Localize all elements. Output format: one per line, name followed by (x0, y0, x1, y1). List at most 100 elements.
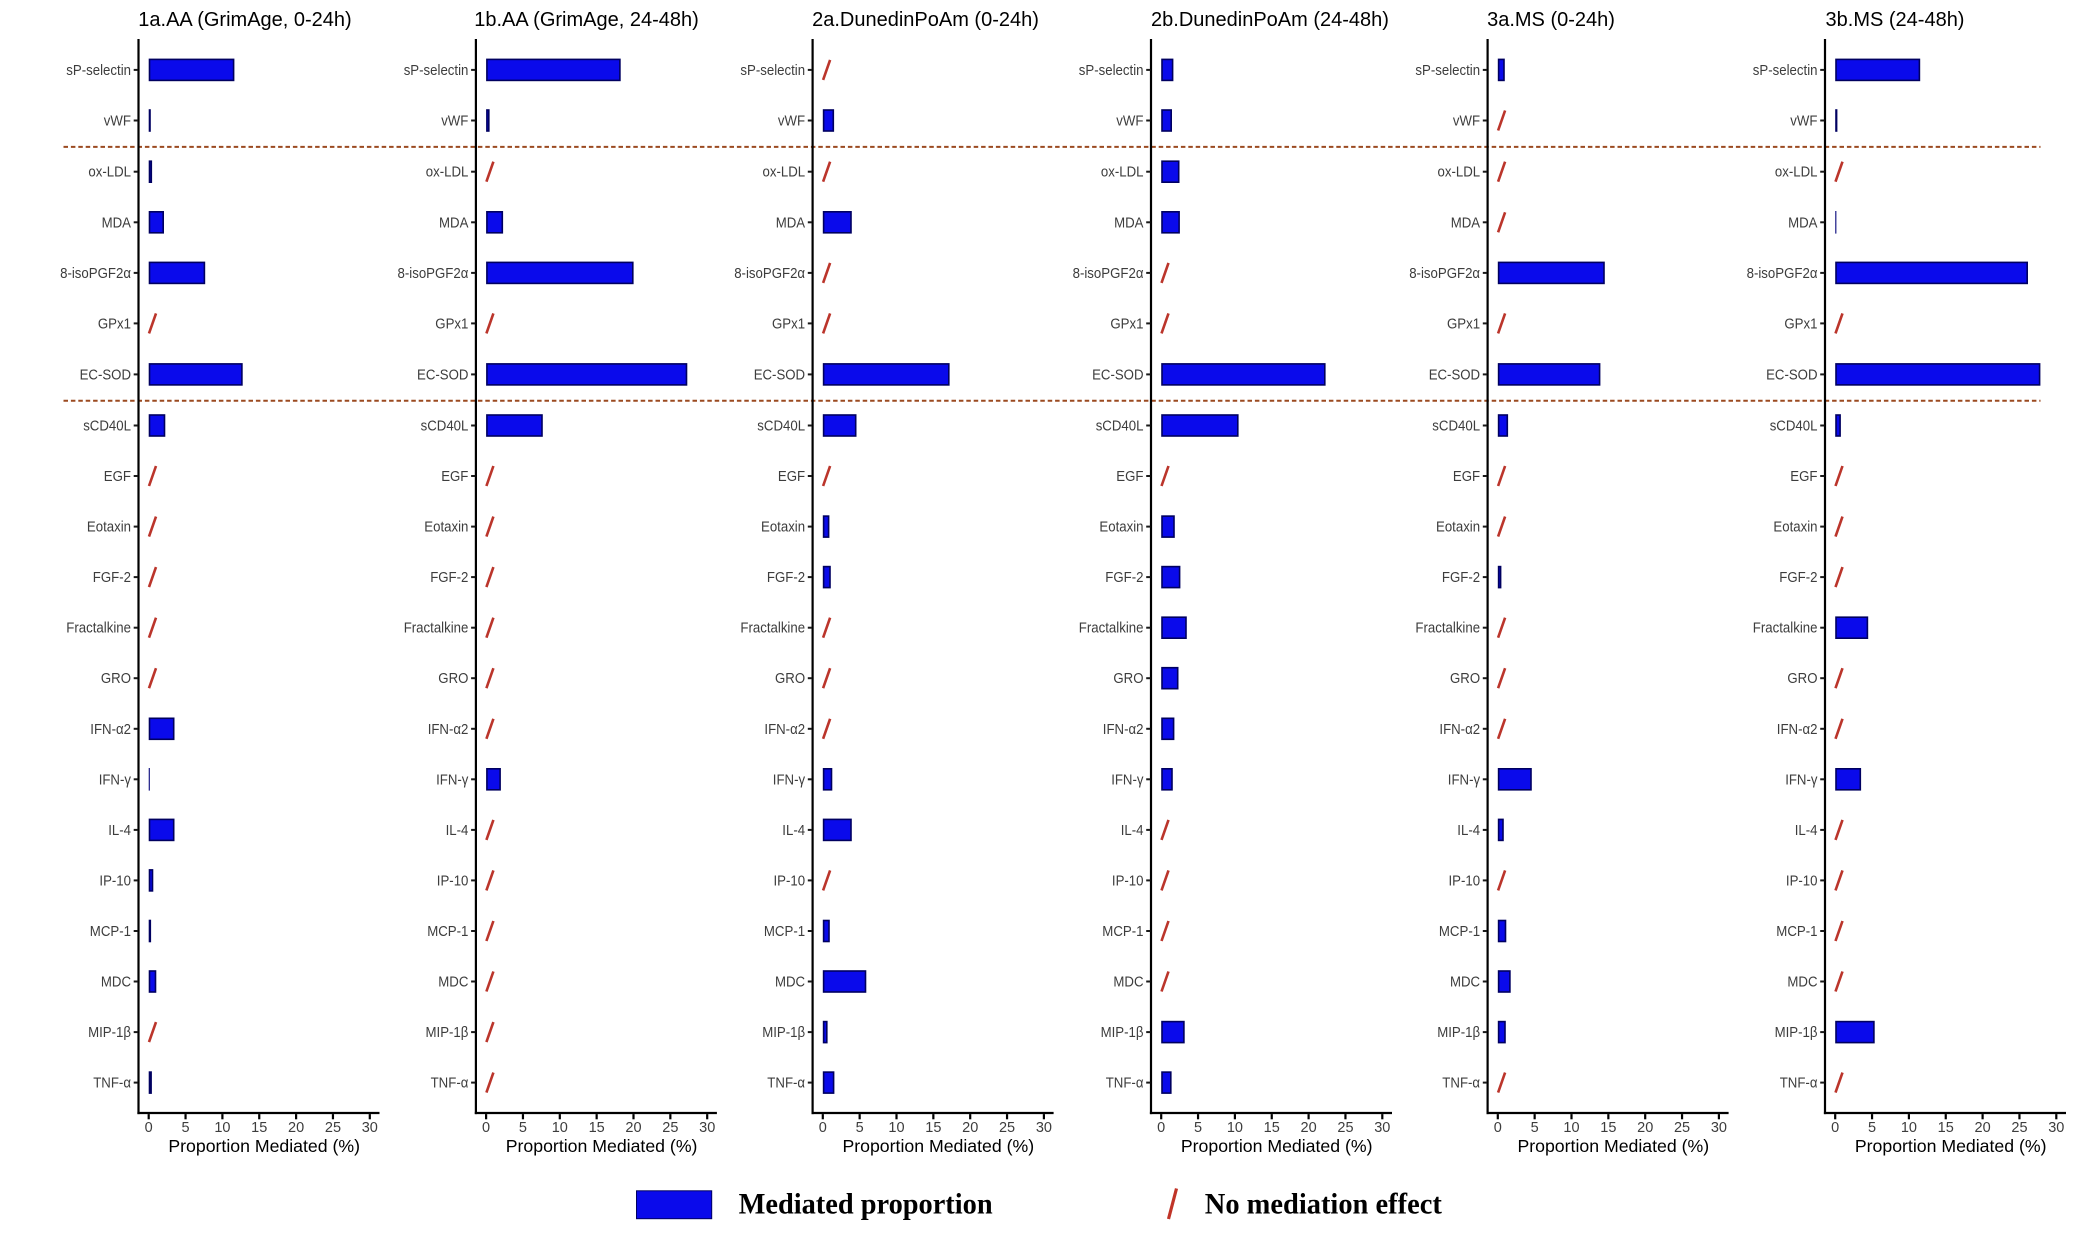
svg-text:MDA: MDA (776, 215, 806, 231)
svg-text:ox-LDL: ox-LDL (1438, 165, 1481, 181)
svg-text:MDC: MDC (1450, 975, 1480, 991)
svg-text:GPx1: GPx1 (1447, 316, 1480, 332)
svg-text:sCD40L: sCD40L (1770, 419, 1818, 435)
svg-text:15: 15 (925, 1120, 941, 1136)
svg-text:EC-SOD: EC-SOD (1429, 367, 1480, 383)
svg-text:10: 10 (1901, 1120, 1917, 1136)
svg-text:8-isoPGF2α: 8-isoPGF2α (398, 266, 469, 282)
svg-text:Fractalkine: Fractalkine (740, 621, 805, 637)
svg-text:IL-4: IL-4 (782, 823, 805, 839)
svg-text:MIP-1β: MIP-1β (88, 1025, 131, 1041)
svg-text:30: 30 (1374, 1120, 1390, 1136)
svg-text:1a.AA (GrimAge, 0-24h): 1a.AA (GrimAge, 0-24h) (138, 9, 351, 31)
svg-text:FGF-2: FGF-2 (1779, 570, 1817, 586)
svg-text:sCD40L: sCD40L (421, 419, 469, 435)
svg-text:30: 30 (1711, 1120, 1727, 1136)
svg-text:GRO: GRO (1113, 671, 1143, 687)
svg-text:EGF: EGF (441, 469, 468, 485)
svg-text:EC-SOD: EC-SOD (754, 367, 805, 383)
svg-text:MIP-1β: MIP-1β (762, 1025, 805, 1041)
svg-text:GRO: GRO (101, 671, 131, 687)
svg-text:sCD40L: sCD40L (1432, 419, 1480, 435)
svg-text:vWF: vWF (441, 114, 468, 130)
svg-text:IFN-γ: IFN-γ (1111, 772, 1144, 788)
svg-text:MIP-1β: MIP-1β (1775, 1025, 1818, 1041)
svg-text:20: 20 (625, 1120, 641, 1136)
svg-text:IFN-γ: IFN-γ (1448, 772, 1481, 788)
svg-text:Eotaxin: Eotaxin (1099, 520, 1143, 536)
svg-text:IL-4: IL-4 (1457, 823, 1480, 839)
svg-text:sCD40L: sCD40L (83, 419, 131, 435)
svg-text:MCP-1: MCP-1 (1776, 924, 1817, 940)
svg-text:MDC: MDC (775, 975, 805, 991)
svg-text:vWF: vWF (1453, 114, 1480, 130)
svg-text:Eotaxin: Eotaxin (87, 520, 131, 536)
svg-text:TNF-α: TNF-α (431, 1076, 469, 1092)
svg-text:15: 15 (1938, 1120, 1954, 1136)
svg-text:Eotaxin: Eotaxin (424, 520, 468, 536)
svg-text:10: 10 (1563, 1120, 1579, 1136)
svg-text:MIP-1β: MIP-1β (1101, 1025, 1144, 1041)
svg-text:GRO: GRO (775, 671, 805, 687)
svg-text:GPx1: GPx1 (98, 316, 131, 332)
svg-text:sP-selectin: sP-selectin (740, 63, 805, 79)
svg-text:IL-4: IL-4 (1795, 823, 1818, 839)
svg-text:Mediated proportion: Mediated proportion (739, 1188, 993, 1221)
svg-text:ox-LDL: ox-LDL (88, 165, 131, 181)
svg-text:IFN-α2: IFN-α2 (1777, 722, 1818, 738)
svg-text:IP-10: IP-10 (1449, 873, 1481, 889)
svg-text:Proportion Mediated (%): Proportion Mediated (%) (168, 1136, 360, 1156)
svg-text:GPx1: GPx1 (435, 316, 468, 332)
svg-text:25: 25 (1674, 1120, 1690, 1136)
svg-text:vWF: vWF (1790, 114, 1817, 130)
svg-text:FGF-2: FGF-2 (93, 570, 131, 586)
svg-text:MDA: MDA (102, 215, 132, 231)
svg-text:GPx1: GPx1 (772, 316, 805, 332)
svg-text:25: 25 (999, 1120, 1015, 1136)
svg-text:sP-selectin: sP-selectin (404, 63, 469, 79)
svg-text:5: 5 (1531, 1120, 1539, 1136)
svg-text:10: 10 (888, 1120, 904, 1136)
svg-text:0: 0 (482, 1120, 490, 1136)
svg-text:1b.AA (GrimAge, 24-48h): 1b.AA (GrimAge, 24-48h) (474, 9, 699, 31)
svg-text:No mediation effect: No mediation effect (1205, 1188, 1442, 1221)
svg-text:Fractalkine: Fractalkine (404, 621, 469, 637)
svg-text:5: 5 (182, 1120, 190, 1136)
svg-text:2b.DunedinPoAm (24-48h): 2b.DunedinPoAm (24-48h) (1151, 9, 1389, 31)
svg-text:20: 20 (1301, 1120, 1317, 1136)
svg-text:TNF-α: TNF-α (1780, 1076, 1818, 1092)
svg-text:GRO: GRO (1787, 671, 1817, 687)
svg-text:sCD40L: sCD40L (1096, 419, 1144, 435)
svg-text:Proportion Mediated (%): Proportion Mediated (%) (842, 1136, 1034, 1156)
svg-text:FGF-2: FGF-2 (1442, 570, 1480, 586)
svg-text:MCP-1: MCP-1 (1102, 924, 1143, 940)
svg-text:MDA: MDA (1451, 215, 1481, 231)
svg-text:ox-LDL: ox-LDL (1101, 165, 1144, 181)
svg-text:MDC: MDC (1113, 975, 1143, 991)
svg-text:25: 25 (662, 1120, 678, 1136)
svg-text:EGF: EGF (778, 469, 805, 485)
svg-text:MCP-1: MCP-1 (90, 924, 131, 940)
svg-text:0: 0 (819, 1120, 827, 1136)
svg-text:Proportion Mediated (%): Proportion Mediated (%) (1855, 1136, 2047, 1156)
svg-text:Eotaxin: Eotaxin (761, 520, 805, 536)
svg-text:20: 20 (288, 1120, 304, 1136)
svg-text:10: 10 (552, 1120, 568, 1136)
svg-text:20: 20 (962, 1120, 978, 1136)
svg-text:sP-selectin: sP-selectin (1079, 63, 1144, 79)
svg-text:sP-selectin: sP-selectin (1753, 63, 1818, 79)
svg-text:IP-10: IP-10 (437, 873, 469, 889)
svg-text:15: 15 (1600, 1120, 1616, 1136)
svg-text:8-isoPGF2α: 8-isoPGF2α (1073, 266, 1144, 282)
svg-text:FGF-2: FGF-2 (1105, 570, 1143, 586)
svg-text:IFN-α2: IFN-α2 (90, 722, 131, 738)
svg-text:TNF-α: TNF-α (767, 1076, 805, 1092)
svg-text:15: 15 (589, 1120, 605, 1136)
svg-text:Eotaxin: Eotaxin (1773, 520, 1817, 536)
svg-text:IFN-γ: IFN-γ (1785, 772, 1818, 788)
svg-text:MCP-1: MCP-1 (1439, 924, 1480, 940)
svg-text:3b.MS (24-48h): 3b.MS (24-48h) (1826, 9, 1965, 31)
svg-text:TNF-α: TNF-α (93, 1076, 131, 1092)
svg-text:Proportion Mediated (%): Proportion Mediated (%) (1517, 1136, 1709, 1156)
svg-text:10: 10 (214, 1120, 230, 1136)
